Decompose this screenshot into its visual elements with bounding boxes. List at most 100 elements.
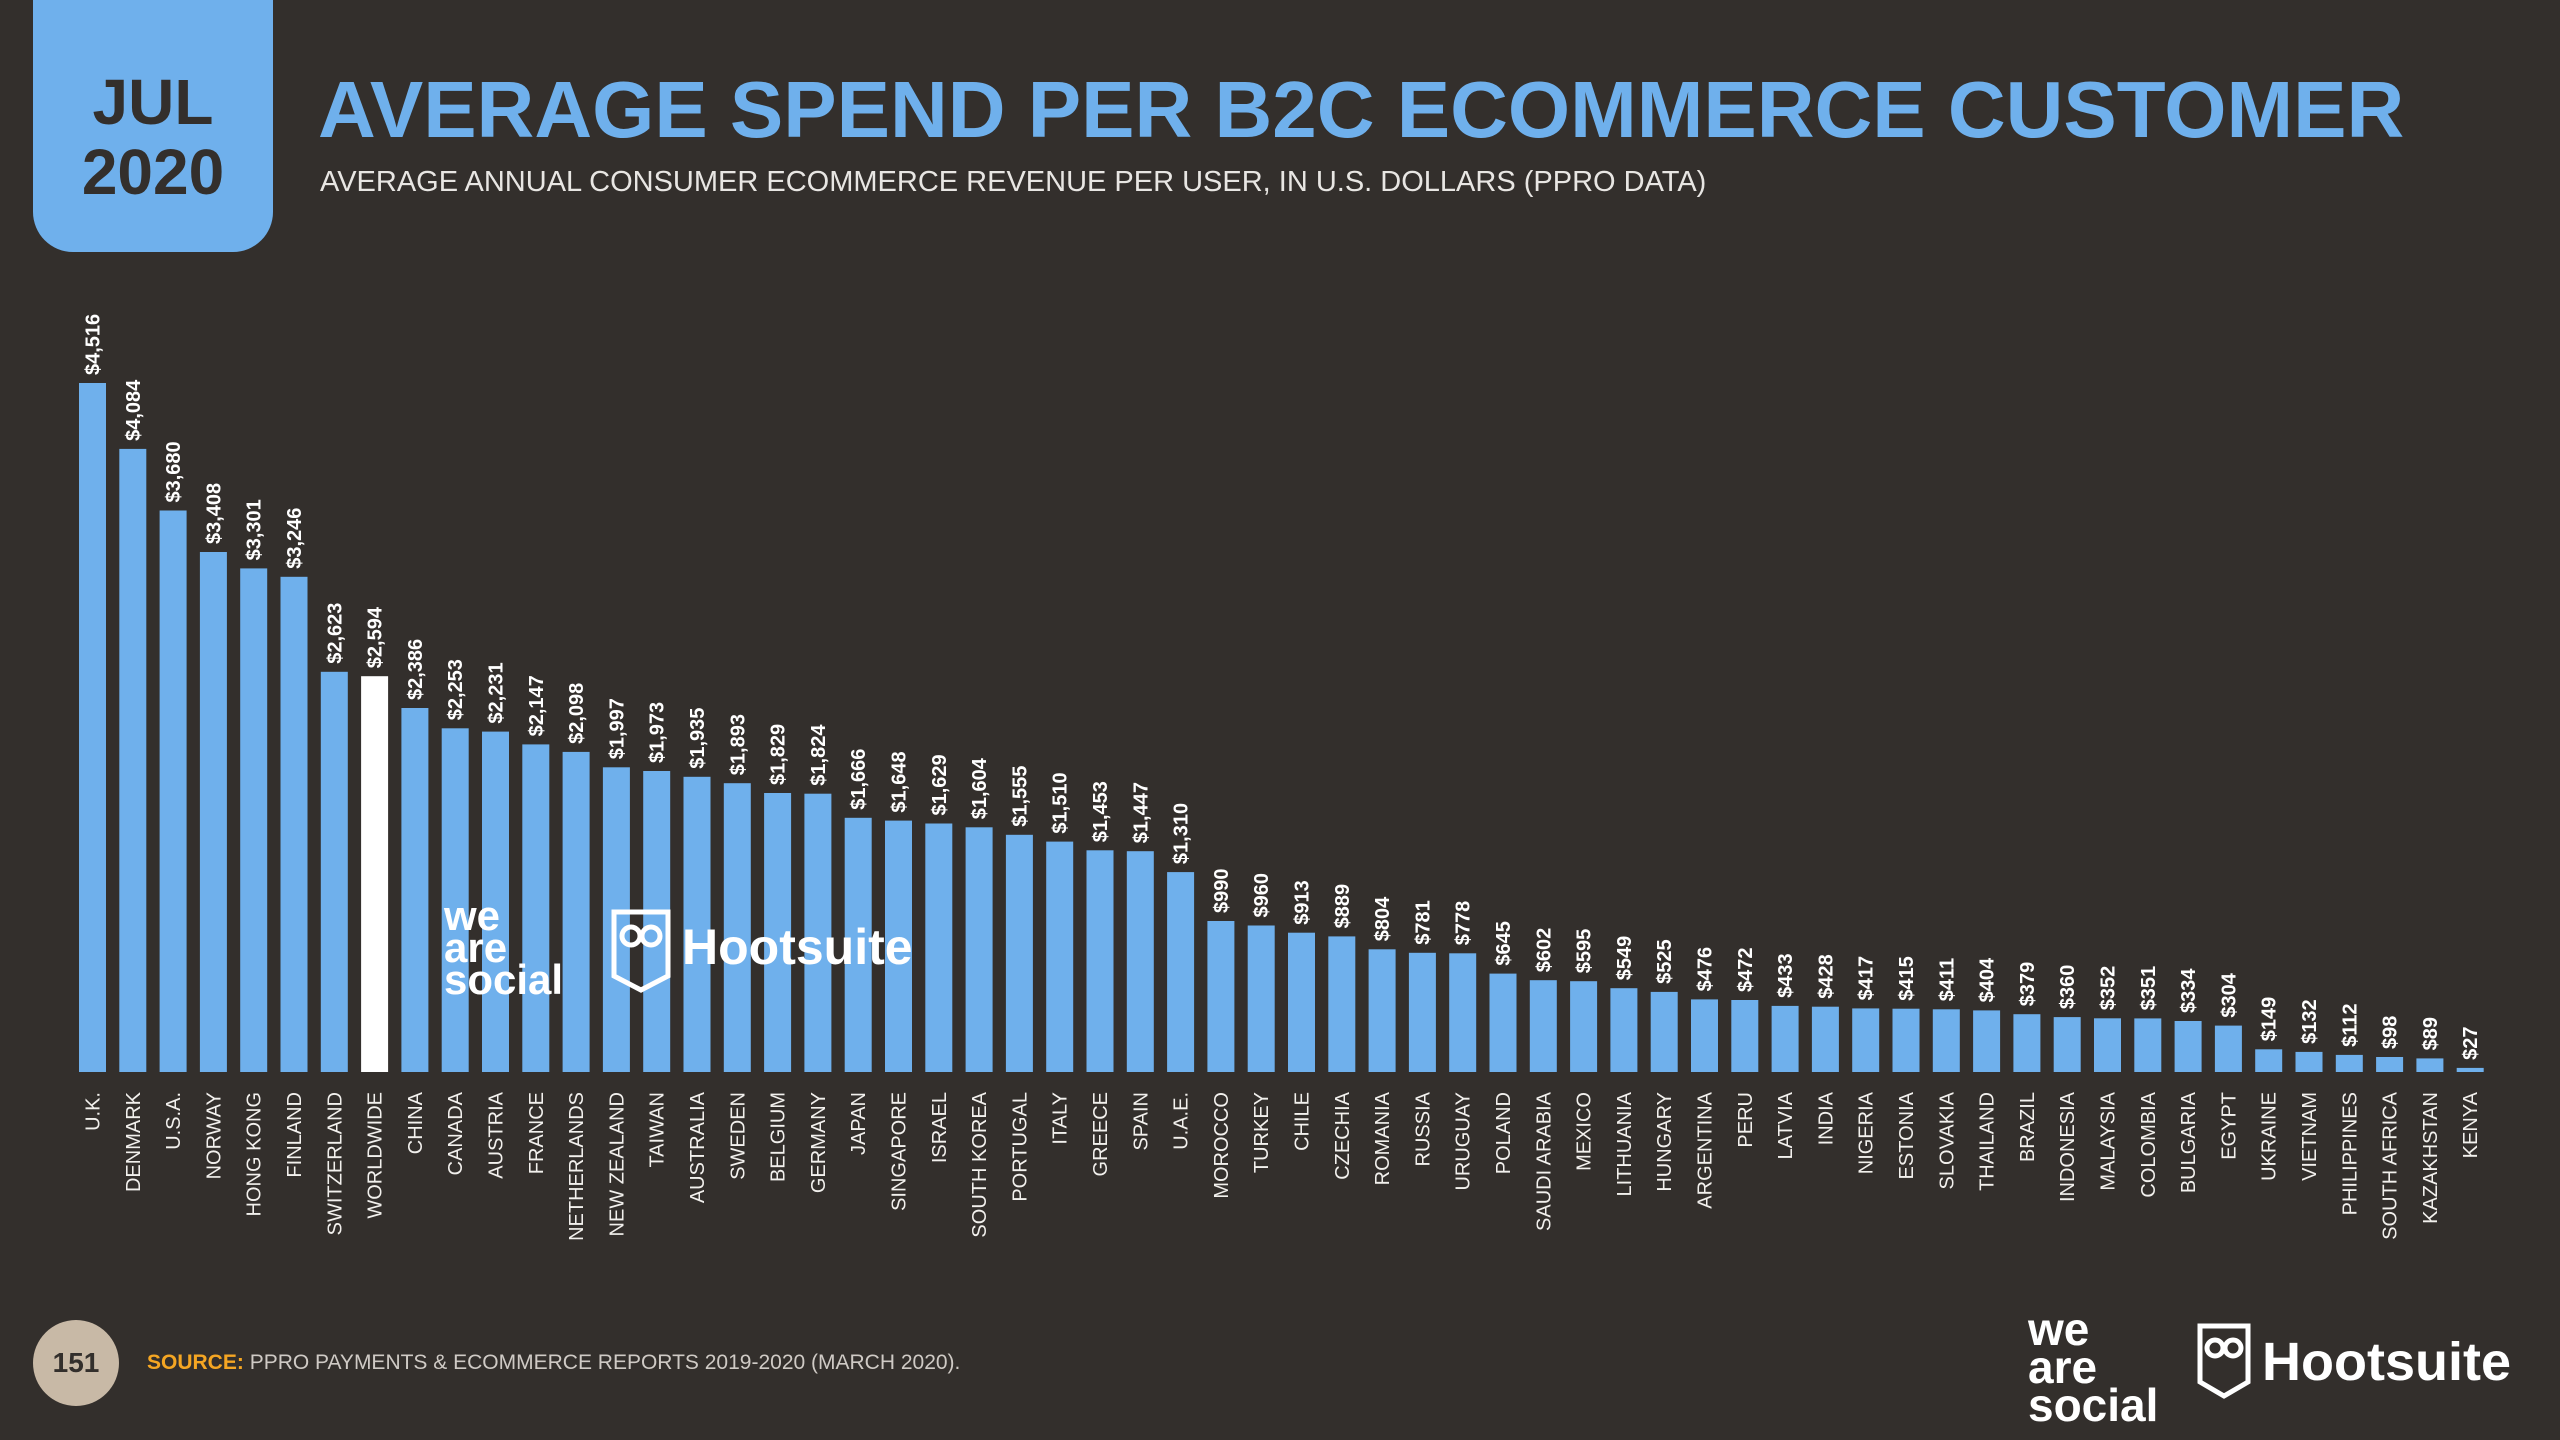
bar-poland (1489, 973, 1517, 1072)
bar-worldwide (361, 676, 389, 1072)
value-label: $98 (2380, 1016, 2402, 1049)
bar-hong-kong (240, 568, 268, 1072)
category-label: TAIWAN (647, 1092, 669, 1168)
value-label: $889 (1332, 884, 1354, 929)
value-label: $2,623 (324, 603, 346, 664)
category-label: SAUDI ARABIA (1533, 1091, 1555, 1231)
category-label: SOUTH AFRICA (2380, 1091, 2402, 1239)
category-label: POLAND (1493, 1092, 1515, 1174)
bar-greece (1086, 850, 1114, 1072)
value-label: $1,310 (1171, 803, 1193, 864)
category-label: VIETNAM (2299, 1092, 2321, 1181)
bar-south-africa (2376, 1057, 2404, 1072)
value-label: $3,408 (203, 483, 225, 544)
bar-italy (1046, 841, 1074, 1072)
owl-icon (2197, 1323, 2251, 1399)
category-label: FINLAND (284, 1092, 306, 1178)
bar-colombia (2134, 1018, 2162, 1072)
brand-are: are (2028, 1341, 2098, 1393)
bar-mexico (1570, 981, 1598, 1072)
category-label: U.A.E. (1171, 1092, 1193, 1150)
bar-thailand (1973, 1010, 2001, 1072)
category-label: EGYPT (2218, 1092, 2240, 1160)
category-label: CHINA (405, 1091, 427, 1154)
category-label: ROMANIA (1372, 1091, 1394, 1185)
we-are-social-logo: we are social (2028, 1306, 2159, 1431)
watermark-owl-icon (611, 909, 671, 993)
watermark-hootsuite: Hootsuite (682, 919, 913, 975)
value-label: $132 (2299, 999, 2321, 1044)
bar-russia (1408, 952, 1436, 1072)
value-label: $595 (1574, 929, 1596, 974)
category-label: AUSTRIA (486, 1091, 508, 1178)
category-label: PERU (1735, 1092, 1757, 1148)
bar-saudi-arabia (1529, 980, 1557, 1072)
bar-u-s-a (159, 510, 187, 1072)
value-label: $2,253 (445, 659, 467, 720)
category-label: U.K. (83, 1092, 105, 1131)
bar-philippines (2335, 1054, 2363, 1072)
category-label: GERMANY (808, 1092, 830, 1193)
category-label: MALAYSIA (2098, 1091, 2120, 1190)
value-label: $2,147 (526, 675, 548, 736)
bar-germany (804, 793, 832, 1072)
bar-slovakia (1932, 1009, 1960, 1072)
category-label: AUSTRALIA (687, 1091, 709, 1203)
date-year: 2020 (81, 136, 225, 208)
value-label: $415 (1896, 956, 1918, 1001)
category-label: SPAIN (1130, 1092, 1152, 1151)
category-label: PHILIPPINES (2339, 1092, 2361, 1215)
value-label: $304 (2218, 972, 2240, 1017)
value-label: $1,453 (1090, 781, 1112, 842)
value-label: $4,516 (83, 314, 105, 375)
category-label: COLOMBIA (2138, 1091, 2160, 1197)
value-label: $27 (2460, 1027, 2482, 1060)
category-label: SWEDEN (727, 1092, 749, 1180)
page-number: 151 (33, 1320, 119, 1406)
category-label: NIGERIA (1856, 1091, 1878, 1174)
value-label: $472 (1735, 948, 1757, 993)
bar-hungary (1650, 991, 1678, 1072)
bar-kenya (2456, 1067, 2484, 1072)
category-label: DENMARK (123, 1091, 145, 1192)
category-label: HONG KONG (244, 1092, 266, 1216)
bar-france (522, 744, 550, 1072)
bars-group (79, 383, 2484, 1072)
value-label: $1,648 (889, 751, 911, 812)
watermark-are: are (444, 924, 507, 971)
source-label: SOURCE: (147, 1351, 244, 1374)
category-label: RUSSIA (1412, 1091, 1434, 1166)
value-label: $1,604 (969, 757, 991, 819)
value-label: $525 (1654, 939, 1676, 984)
bar-bulgaria (2174, 1021, 2202, 1072)
value-label: $1,997 (606, 698, 628, 759)
bar-uruguay (1449, 953, 1477, 1072)
brand-social: social (2028, 1379, 2159, 1431)
bar-kazakhstan (2416, 1058, 2444, 1072)
value-label: $1,935 (687, 708, 709, 769)
value-label: $112 (2339, 1004, 2361, 1047)
category-label: NEW ZEALAND (606, 1092, 628, 1236)
bar-ukraine (2255, 1049, 2283, 1072)
value-label: $549 (1614, 936, 1636, 981)
value-label: $913 (1292, 880, 1314, 925)
value-label: $1,829 (768, 724, 790, 785)
value-label: $417 (1856, 956, 1878, 1001)
bar-switzerland (320, 671, 348, 1072)
category-label: GREECE (1090, 1092, 1112, 1176)
category-label: INDONESIA (2057, 1091, 2079, 1202)
value-label: $3,301 (244, 499, 266, 560)
category-label: FRANCE (526, 1092, 548, 1174)
category-label: BRAZIL (2017, 1092, 2039, 1162)
category-label: SLOVAKIA (1936, 1091, 1958, 1189)
bar-singapore (885, 820, 912, 1072)
bar-turkey (1247, 925, 1275, 1072)
bar-indonesia (2053, 1017, 2081, 1072)
value-label: $334 (2178, 968, 2200, 1013)
bar-denmark (119, 448, 147, 1072)
bar-argentina (1691, 999, 1718, 1072)
bar-austria (482, 731, 509, 1072)
value-label: $3,246 (284, 508, 306, 569)
watermark-social: social (444, 956, 563, 1003)
bar-sweden (723, 783, 751, 1072)
